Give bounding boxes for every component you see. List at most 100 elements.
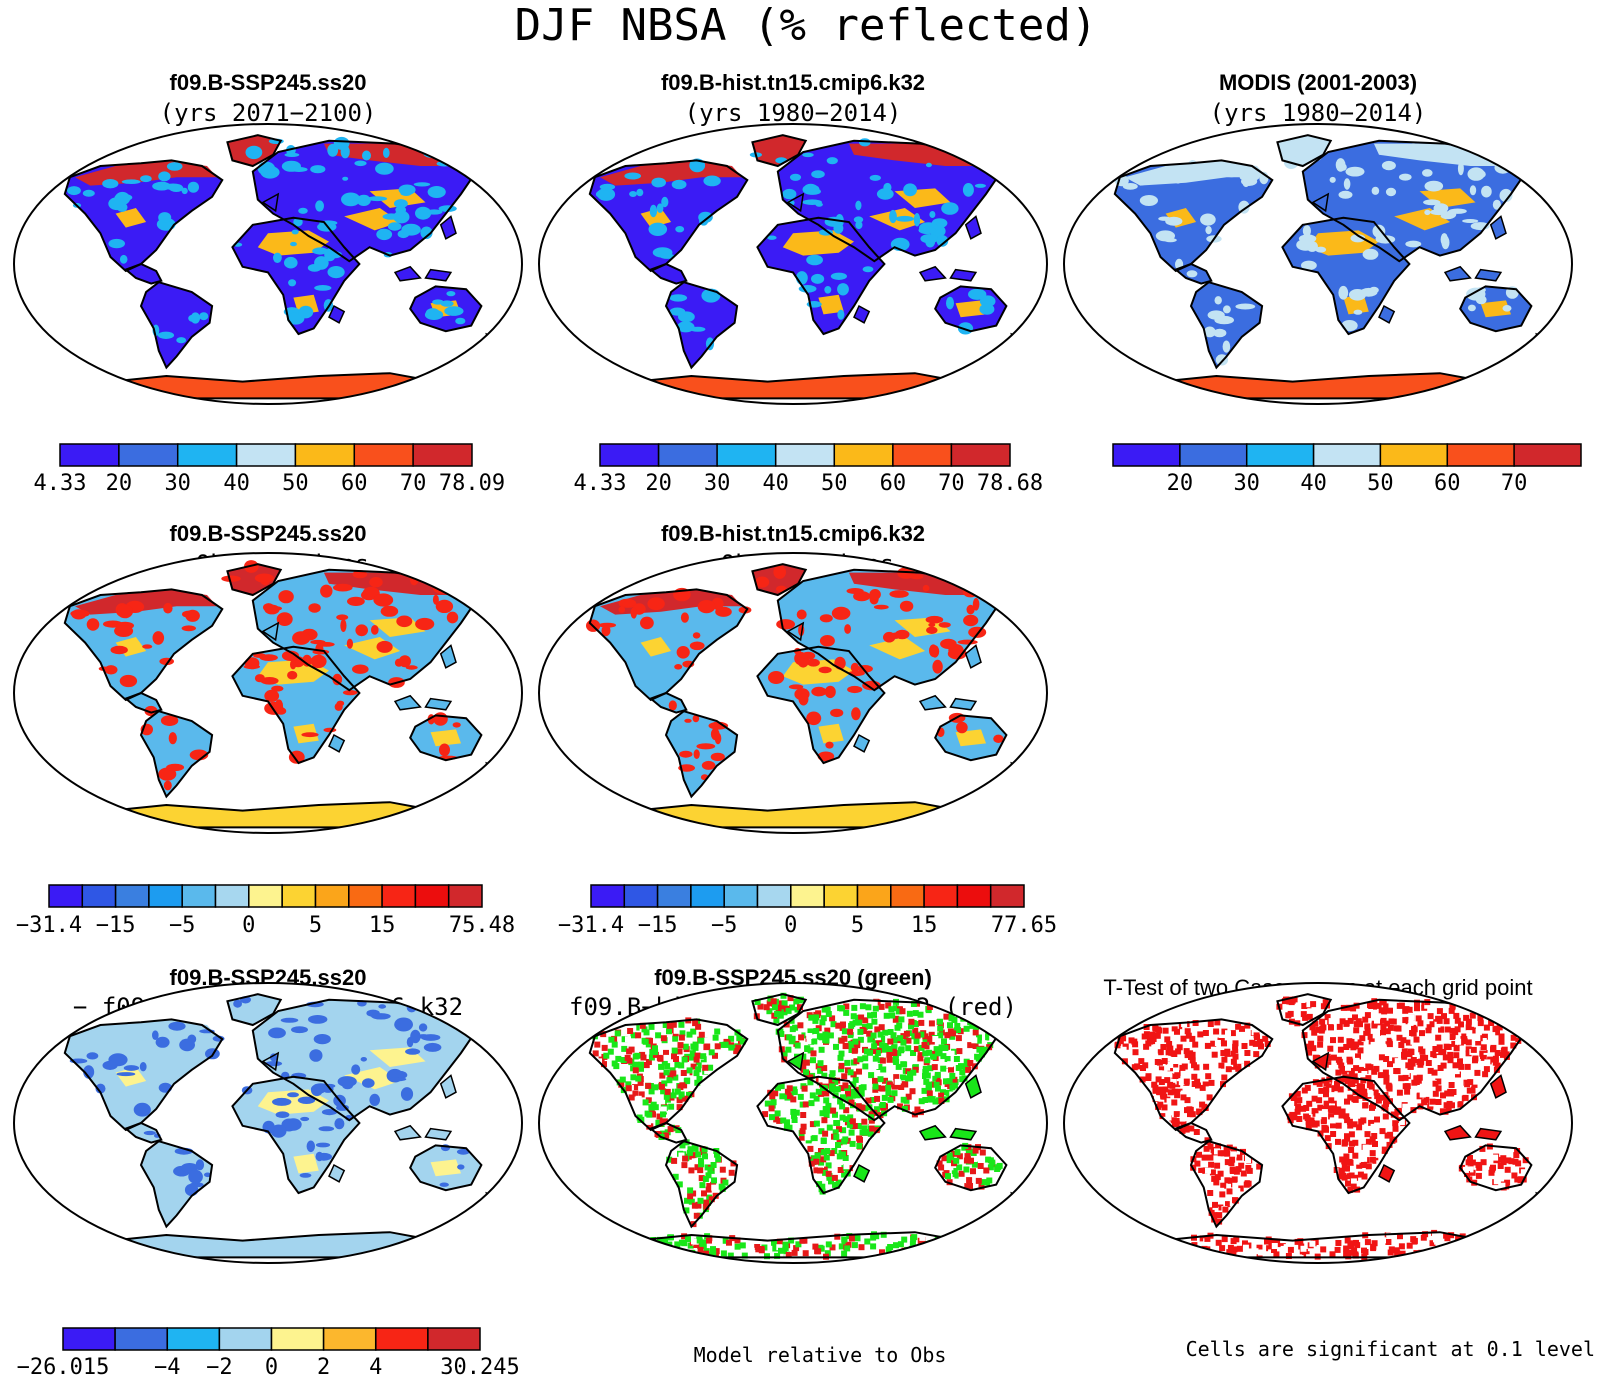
grid-cell xyxy=(953,1056,960,1062)
grid-cell xyxy=(854,1092,861,1099)
grid-cell xyxy=(1398,1075,1405,1082)
grid-cell xyxy=(857,1136,863,1143)
grid-cell xyxy=(1436,1017,1443,1024)
field-blob xyxy=(1467,304,1476,312)
grid-cell xyxy=(841,1171,848,1178)
field-blob xyxy=(1293,139,1307,147)
grid-cell xyxy=(1183,1124,1190,1130)
grid-cell xyxy=(1347,1122,1354,1129)
grid-cell xyxy=(822,1031,829,1038)
field-blob xyxy=(291,1026,308,1034)
grid-cell xyxy=(1448,1007,1455,1014)
coastline xyxy=(409,714,483,762)
grid-cell xyxy=(1362,1102,1369,1109)
grid-cell xyxy=(1176,1253,1183,1260)
grid-cell xyxy=(1488,1169,1495,1176)
grid-cell xyxy=(1187,1106,1194,1113)
grid-cell xyxy=(911,1234,918,1241)
field-blob xyxy=(1502,305,1512,312)
island-coast xyxy=(786,1051,805,1072)
grid-cell xyxy=(938,1164,945,1171)
island-coast xyxy=(786,192,805,213)
field-blob xyxy=(110,645,128,655)
island-coast xyxy=(424,1127,453,1141)
field-blob xyxy=(356,194,371,206)
grid-cell xyxy=(847,1028,854,1035)
field-blob xyxy=(708,721,729,730)
field-blob xyxy=(701,760,716,770)
grid-cell xyxy=(1515,1160,1522,1167)
colorbar-box xyxy=(590,884,626,908)
grid-cell xyxy=(871,999,878,1006)
grid-cell xyxy=(1174,1028,1180,1035)
grid-cell xyxy=(1364,1239,1371,1246)
grid-cell xyxy=(870,1234,877,1241)
grid-cell xyxy=(1370,1123,1377,1130)
grid-cell xyxy=(928,1244,935,1251)
grid-cell xyxy=(1371,1240,1378,1247)
grid-cell xyxy=(826,1174,833,1181)
grid-cell xyxy=(1244,1060,1251,1067)
grid-cell xyxy=(787,1093,793,1099)
grid-cell xyxy=(645,1041,652,1048)
grid-cell xyxy=(719,1041,726,1048)
grid-cell xyxy=(660,1130,667,1137)
field-blob xyxy=(278,590,294,604)
colorbar-box xyxy=(414,884,450,908)
field-blob xyxy=(671,179,687,190)
grid-cell xyxy=(1229,1166,1236,1173)
significance-note: Cells are significant at 0.1 level xyxy=(1186,1337,1595,1361)
colorbar-label: 20 xyxy=(106,471,133,496)
grid-cell xyxy=(910,1050,916,1056)
grid-cell xyxy=(1224,1177,1231,1184)
grid-cell xyxy=(913,1038,920,1045)
map-field xyxy=(539,553,1047,833)
field-blob xyxy=(830,708,844,718)
grid-cell xyxy=(878,1024,885,1031)
colorbar-label: 4 xyxy=(369,1355,382,1380)
grid-cell xyxy=(822,1036,829,1043)
grid-cell xyxy=(1301,1087,1308,1094)
panel-subtitle: (yrs 1980−2014) xyxy=(1210,99,1427,127)
grid-cell xyxy=(764,1253,770,1260)
colorbar-box xyxy=(950,443,1011,467)
field-blob xyxy=(413,182,431,187)
grid-cell xyxy=(645,1118,651,1125)
grid-cell xyxy=(940,1089,946,1096)
grid-cell xyxy=(1388,1115,1395,1122)
grid-cell xyxy=(1508,1019,1515,1026)
grid-cell xyxy=(666,1022,673,1029)
field-blob xyxy=(1213,165,1226,171)
field-blob xyxy=(299,1173,312,1178)
island-coast xyxy=(485,1191,504,1212)
colorbar-box xyxy=(1446,443,1515,467)
field-blob xyxy=(1359,287,1378,297)
grid-cell xyxy=(810,1050,817,1057)
island-coast xyxy=(439,1074,457,1099)
grid-cell xyxy=(1229,1156,1236,1163)
grid-cell xyxy=(1380,1024,1387,1030)
grid-cell xyxy=(620,1057,627,1063)
grid-cell xyxy=(835,1142,841,1148)
grid-cell xyxy=(1458,1063,1465,1070)
field-blob xyxy=(788,684,804,690)
grid-cell xyxy=(1386,1039,1393,1046)
grid-cell xyxy=(652,1084,659,1091)
field-blob xyxy=(393,210,410,224)
grid-cell xyxy=(1492,1026,1499,1033)
grid-cell xyxy=(1235,1023,1242,1030)
map-panel-p3: MODIS (2001-2003)(yrs 1980−2014)20 30 40 50… xyxy=(1063,70,1582,496)
grid-cell xyxy=(632,1084,639,1091)
grid-cell xyxy=(603,1052,610,1059)
grid-cell xyxy=(770,998,777,1005)
grid-cell xyxy=(1388,1105,1395,1112)
grid-cell xyxy=(869,1125,876,1132)
grid-cell xyxy=(786,1124,793,1131)
colorbar-label: 2 xyxy=(317,1355,330,1380)
grid-cell xyxy=(1444,1090,1451,1097)
field-blob xyxy=(394,199,408,209)
grid-cell xyxy=(809,1092,816,1099)
grid-cell xyxy=(774,1110,781,1117)
grid-cell xyxy=(825,1241,832,1248)
grid-cell xyxy=(942,1045,949,1051)
